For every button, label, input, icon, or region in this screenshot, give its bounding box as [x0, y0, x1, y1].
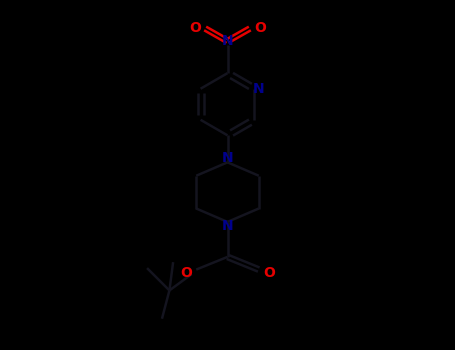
Text: N: N	[253, 82, 264, 96]
Text: N: N	[222, 34, 233, 48]
Text: O: O	[189, 21, 201, 35]
Text: N: N	[222, 219, 233, 233]
Text: O: O	[180, 266, 192, 280]
Text: O: O	[254, 21, 266, 35]
Text: O: O	[263, 266, 275, 280]
Text: N: N	[222, 151, 233, 165]
